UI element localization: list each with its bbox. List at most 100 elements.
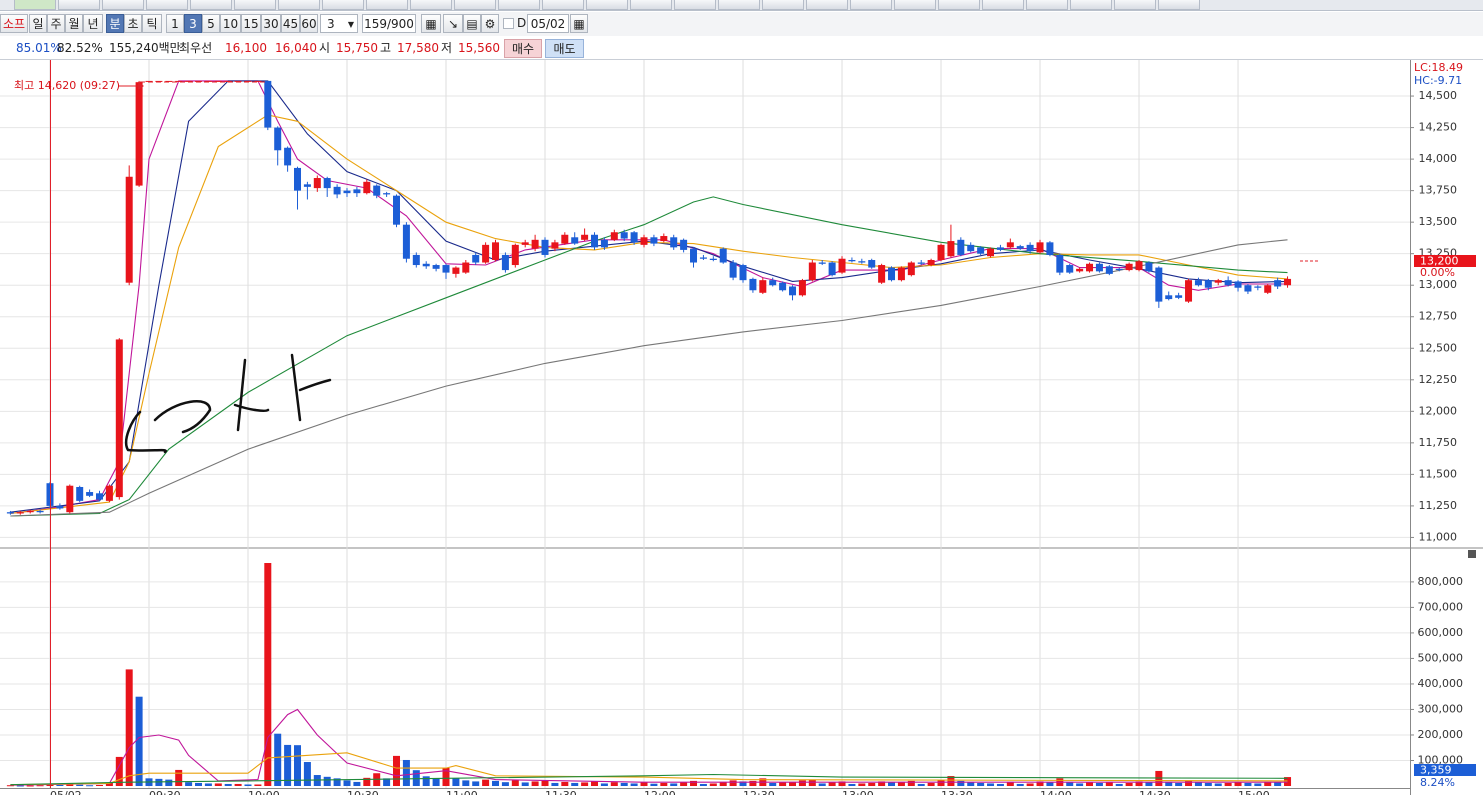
tab[interactable] — [630, 0, 672, 10]
tab[interactable] — [718, 0, 760, 10]
tab[interactable] — [278, 0, 320, 10]
tab[interactable] — [14, 0, 56, 10]
moving-average-line — [10, 80, 1288, 515]
interval-select[interactable]: 3 ▼ — [320, 14, 358, 33]
count-input[interactable]: 159/900 — [362, 14, 416, 33]
period-button[interactable]: 틱 — [142, 14, 162, 33]
mode-button[interactable]: 소프 — [0, 14, 28, 33]
interval-button[interactable]: 3 — [184, 14, 202, 33]
tab[interactable] — [982, 0, 1024, 10]
checkbox[interactable] — [503, 18, 514, 29]
tab[interactable] — [498, 0, 540, 10]
volume-bar — [1016, 783, 1024, 786]
y-tick-label: 11,250 — [1419, 499, 1458, 512]
x-tick-label: 15:00 — [1238, 789, 1270, 795]
tab[interactable] — [762, 0, 804, 10]
interval-button[interactable]: 1 — [166, 14, 184, 33]
icon-button[interactable]: ↘ — [443, 14, 463, 33]
candle-body — [1284, 278, 1292, 286]
volume-bar — [1254, 783, 1262, 786]
buy-button[interactable]: 매수 — [504, 39, 542, 58]
y-tick-label: 14,500 — [1419, 89, 1458, 102]
sell-button[interactable]: 매도 — [545, 39, 584, 58]
tab[interactable] — [454, 0, 496, 10]
tab[interactable] — [850, 0, 892, 10]
candle-body — [680, 239, 688, 250]
period-button[interactable]: 주 — [47, 14, 65, 33]
tab[interactable] — [586, 0, 628, 10]
interval-button[interactable]: 45 — [281, 14, 300, 33]
volume-bar — [878, 781, 886, 786]
tab[interactable] — [806, 0, 848, 10]
volume-bar — [353, 781, 361, 786]
candle-body — [996, 247, 1004, 250]
y-tick-label: 11,500 — [1419, 467, 1458, 480]
candle-body — [947, 241, 955, 257]
volume-bar — [690, 780, 698, 786]
tab[interactable] — [190, 0, 232, 10]
icon-button[interactable]: ⚙ — [481, 14, 499, 33]
interval-button[interactable]: 60 — [300, 14, 318, 33]
candle-body — [838, 258, 846, 273]
x-tick-label: 10:00 — [248, 789, 280, 795]
volume-bar — [917, 783, 925, 786]
date-input[interactable]: 05/02 — [527, 14, 569, 33]
volume-bar — [66, 784, 74, 786]
period-button[interactable]: 일 — [29, 14, 47, 33]
y-tick-label: 400,000 — [1418, 677, 1464, 690]
period-button[interactable]: 년 — [83, 14, 103, 33]
candle-body — [927, 259, 935, 266]
tab[interactable] — [410, 0, 452, 10]
candle-body — [472, 254, 480, 263]
tab[interactable] — [542, 0, 584, 10]
tab[interactable] — [322, 0, 364, 10]
panel-button[interactable] — [1468, 550, 1476, 558]
candle-body — [858, 261, 866, 263]
period-button[interactable]: 월 — [65, 14, 83, 33]
tab[interactable] — [674, 0, 716, 10]
tab[interactable] — [1114, 0, 1156, 10]
icon-button[interactable]: ▤ — [463, 14, 481, 33]
candle-body — [660, 236, 668, 242]
volume-bar — [729, 780, 737, 786]
tab[interactable] — [1026, 0, 1068, 10]
calendar-button[interactable]: ▦ — [570, 14, 588, 33]
candle-body — [1234, 281, 1242, 288]
icon-button[interactable]: ▦ — [421, 14, 441, 33]
candle-body — [709, 258, 717, 260]
tab[interactable] — [146, 0, 188, 10]
tab[interactable] — [58, 0, 100, 10]
period-button[interactable]: 분 — [106, 14, 124, 33]
interval-button[interactable]: 15 — [241, 14, 261, 33]
tab[interactable] — [894, 0, 936, 10]
candle-body — [957, 239, 965, 255]
interval-button[interactable]: 10 — [220, 14, 241, 33]
tab[interactable] — [1158, 0, 1200, 10]
tab[interactable] — [938, 0, 980, 10]
volume-bar — [135, 696, 143, 786]
candle-body — [789, 286, 797, 296]
candle-body — [303, 184, 311, 187]
x-tick-label: 12:30 — [743, 789, 775, 795]
volume-bar — [343, 780, 351, 786]
volume-bar — [897, 781, 905, 786]
volume-bar — [749, 780, 757, 786]
candle-body — [1254, 286, 1262, 288]
tab[interactable] — [234, 0, 276, 10]
period-button[interactable]: 초 — [124, 14, 142, 33]
candle-body — [294, 167, 302, 191]
interval-button[interactable]: 5 — [202, 14, 220, 33]
volume-bar — [1046, 782, 1054, 786]
interval-button[interactable]: 30 — [261, 14, 281, 33]
volume-bar — [105, 782, 113, 786]
tab[interactable] — [102, 0, 144, 10]
candle-body — [1155, 267, 1163, 302]
candle-body — [699, 257, 707, 259]
candle-body — [402, 224, 410, 259]
volume-bar — [284, 744, 292, 786]
candle-body — [46, 483, 54, 506]
candle-body — [6, 512, 14, 514]
tab[interactable] — [1070, 0, 1112, 10]
candle-body — [818, 262, 826, 264]
tab[interactable] — [366, 0, 408, 10]
